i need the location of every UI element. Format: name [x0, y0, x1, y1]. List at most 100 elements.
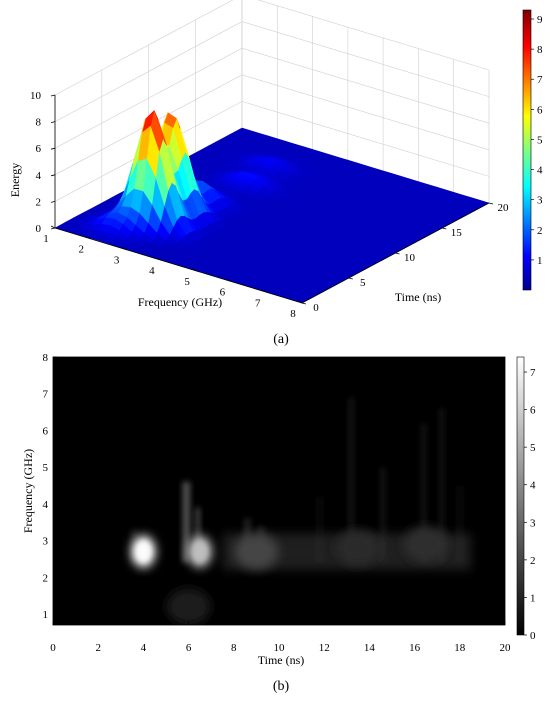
frequency-tick-label-b: 5 [43, 462, 49, 474]
grid-line [54, 0, 490, 96]
colorbar-tick-label: 6 [530, 405, 536, 417]
frequency-tick-label: 5 [184, 276, 190, 288]
tick-mark [297, 300, 303, 304]
colorbar-tick-label: 8 [537, 44, 543, 56]
heatmap-blob [403, 526, 448, 563]
frequency-tick-label: 4 [149, 265, 155, 277]
frequency-axis-label: Frequency (GHz) [138, 295, 222, 309]
surface-axes [50, 94, 494, 305]
frequency-tick-label-b: 4 [43, 499, 49, 511]
time-tick-label-b: 8 [231, 642, 237, 654]
tick-mark [442, 227, 447, 230]
colorbar-tick-label: 7 [530, 367, 536, 379]
colorbar-gray-ticks: 0 1 2 3 4 5 6 7 [524, 367, 536, 642]
colorbar-tick-label: 7 [537, 74, 543, 86]
tick-mark [50, 225, 56, 229]
colorbar-tick-label: 3 [537, 195, 543, 207]
tick-mark [50, 201, 56, 203]
time-tick-label-b: 12 [319, 642, 330, 654]
tick-mark [156, 257, 162, 261]
heatmap-plot-area [53, 357, 505, 625]
heatmap-streak [456, 485, 463, 563]
tick-mark [488, 202, 494, 205]
colorbar-tick-label: 2 [530, 555, 536, 567]
tick-mark [50, 121, 56, 123]
colorbar-tick-label: 1 [537, 255, 543, 267]
heatmap-streak [420, 423, 427, 563]
frequency-axis-label-b: Frequency (GHz) [21, 449, 35, 533]
tick-mark [86, 236, 91, 240]
tick-mark [121, 247, 126, 250]
frequency-tick-label: 8 [290, 308, 296, 320]
panel-b-caption: (b) [273, 679, 290, 694]
surface-tick-labels: 1 2 3 4 5 6 7 8 0 5 10 15 20 0 2 4 6 8 10 [30, 90, 509, 320]
heatmap-blob [234, 533, 279, 570]
time-tick-label: 20 [498, 202, 510, 214]
heatmap-streak [182, 481, 191, 563]
time-tick-label-b: 10 [274, 642, 286, 654]
heatmap-blob-core [136, 541, 151, 562]
tick-mark [395, 252, 400, 255]
frequency-tick-label: 7 [255, 297, 261, 309]
colorbar-tick-label: 2 [537, 225, 543, 237]
tick-mark [50, 227, 56, 230]
energy-axis-label: Energy [8, 163, 22, 197]
heatmap-streak [380, 467, 386, 563]
frequency-tick-label-b: 1 [43, 609, 49, 621]
time-axis-label: Time (ns) [395, 290, 442, 304]
grid-line [54, 21, 490, 122]
time-tick-label-b: 6 [186, 642, 192, 654]
frequency-tick-label: 6 [220, 287, 226, 299]
time-tick-label-b: 20 [500, 642, 512, 654]
panel-a-caption: (a) [273, 332, 289, 347]
heatmap-streak [348, 397, 355, 563]
frequency-tick-label-b: 6 [43, 425, 49, 437]
colorbar-tick-label: 0 [530, 630, 536, 642]
heatmap-blob [166, 588, 211, 625]
energy-tick-label: 8 [36, 117, 42, 129]
heatmap-blob [336, 529, 381, 566]
tick-mark [301, 302, 307, 305]
time-tick-label-b: 2 [95, 642, 101, 654]
time-tick-label-b: 14 [364, 642, 376, 654]
frequency-axis-line [54, 227, 303, 304]
colorbar-tick-label: 9 [537, 14, 543, 26]
heatmap-streak [194, 507, 201, 563]
energy-tick-label: 10 [30, 90, 42, 102]
frequency-tick-label: 3 [114, 254, 120, 266]
colorbar-tick-label: 5 [530, 442, 536, 454]
heatmap-streak [316, 496, 323, 563]
time-tick-label: 15 [451, 227, 463, 239]
colorbar-gray [516, 356, 525, 636]
colorbar-tick-label: 4 [530, 480, 536, 492]
colorbar-jet-ticks: 1 2 3 4 5 6 7 8 9 [531, 14, 543, 267]
time-axis-label-b: Time (ns) [258, 653, 305, 667]
time-tick-label-b: 4 [141, 642, 147, 654]
energy-surface [54, 109, 490, 304]
energy-tick-label: 0 [36, 223, 42, 235]
frequency-tick-label: 1 [43, 233, 49, 245]
time-tick-label-b: 18 [454, 642, 466, 654]
frequency-tick-label-b: 2 [43, 572, 49, 584]
time-tick-label-b: 0 [50, 642, 56, 654]
heatmap-blob-core [192, 541, 207, 562]
tick-mark [191, 268, 197, 272]
energy-tick-label: 2 [36, 196, 42, 208]
frequency-tick-label-b: 3 [43, 536, 49, 548]
frequency-tick-label-b: 8 [43, 352, 49, 364]
colorbar-tick-label: 3 [530, 517, 536, 529]
energy-tick-label: 6 [36, 143, 42, 155]
colorbar-tick-label: 6 [537, 104, 543, 116]
colorbar-tick-label: 1 [530, 592, 536, 604]
tick-mark [50, 94, 56, 97]
frequency-tick-label: 2 [79, 244, 85, 256]
time-tick-label: 0 [313, 302, 319, 314]
colorbar-tick-label: 4 [537, 165, 543, 177]
grid-line [54, 47, 490, 149]
tick-mark [227, 279, 232, 282]
tick-mark [50, 174, 56, 177]
